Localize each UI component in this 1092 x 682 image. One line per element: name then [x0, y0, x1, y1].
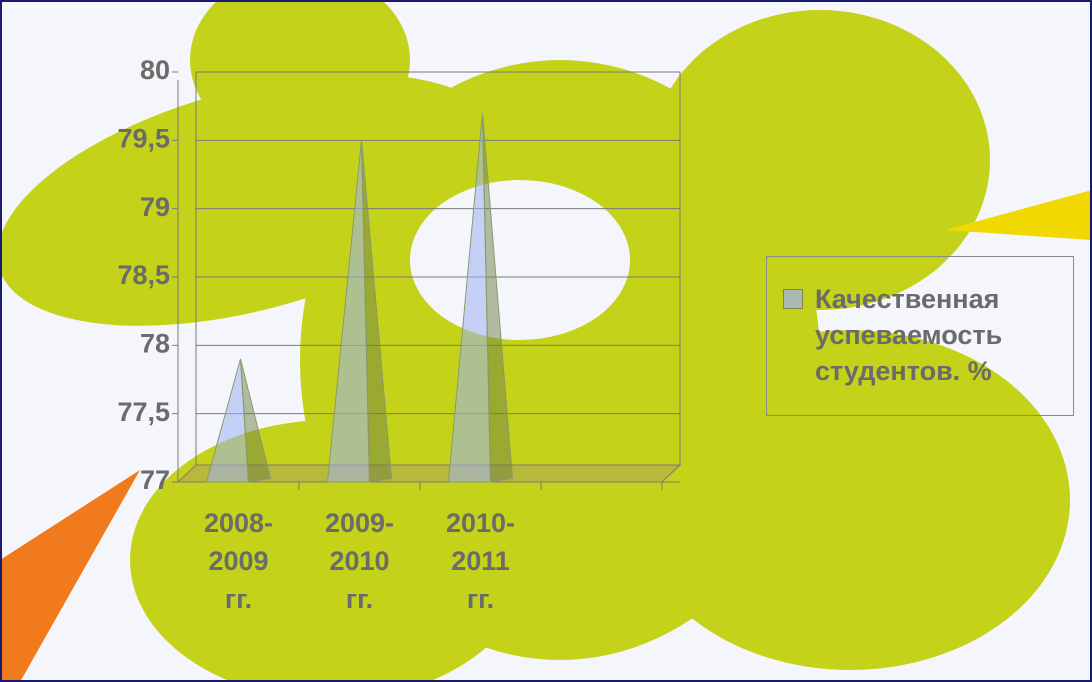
y-tick-label: 78	[140, 328, 170, 358]
x-tick-label: 2009-2010 гг.	[315, 504, 405, 618]
x-tick-label: 2008-2009 гг.	[194, 504, 284, 618]
y-tick-label: 78,5	[117, 260, 170, 290]
x-tick-label: 2010-2011 гг.	[436, 504, 526, 618]
slide: 77 77,5 78 78,5 79 79,5 80 Качественная успева…	[0, 0, 1092, 682]
y-tick-label: 77,5	[117, 397, 170, 427]
y-tick-label: 79	[140, 192, 170, 222]
y-tick-label: 79,5	[117, 123, 170, 153]
legend-label: Качественная успеваемость студентов. %	[815, 281, 1071, 389]
y-tick-label: 77	[140, 465, 170, 495]
legend: Качественная успеваемость студентов. %	[766, 256, 1074, 416]
legend-swatch	[783, 289, 803, 309]
y-tick-label: 80	[140, 55, 170, 85]
